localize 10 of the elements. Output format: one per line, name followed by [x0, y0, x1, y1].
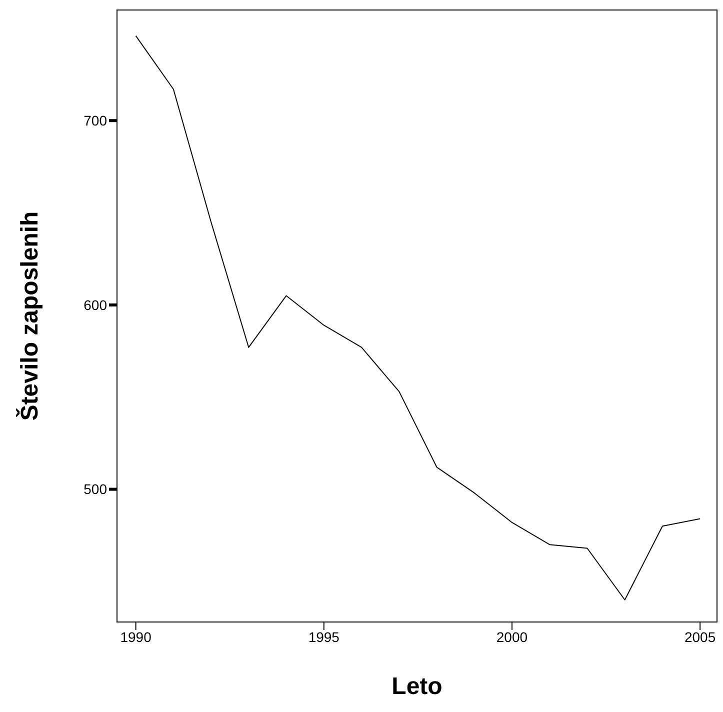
x-tick-label: 1995	[308, 628, 340, 645]
y-tick-label: 500	[84, 481, 108, 498]
x-tick-label: 2000	[496, 628, 528, 645]
x-axis-title: Leto	[392, 673, 442, 700]
x-tick-label: 1990	[120, 628, 152, 645]
line-series	[135, 35, 701, 600]
x-tick-label: 2005	[684, 628, 716, 645]
y-axis-title: Število zaposlenih	[16, 211, 44, 421]
y-tick-label: 600	[84, 296, 108, 313]
y-tick-label: 700	[84, 112, 108, 129]
